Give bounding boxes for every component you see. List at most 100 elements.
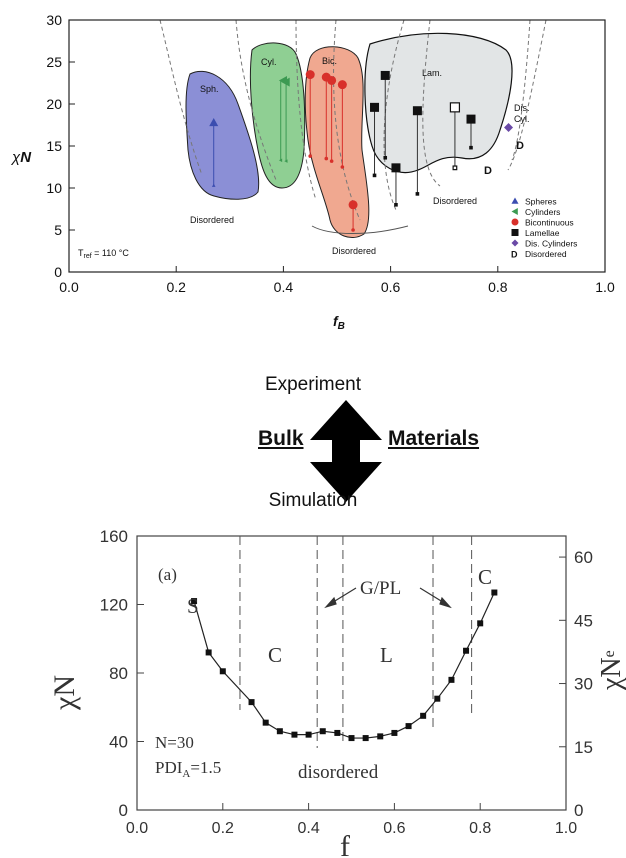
- x-tick-label: 0.4: [297, 820, 319, 837]
- y-tick-label: 80: [109, 664, 128, 683]
- y-tick-label: 15: [46, 138, 62, 154]
- x-tick-label: 0.6: [383, 820, 405, 837]
- materials-label: Materials: [388, 427, 480, 450]
- phase-boundaries: [239, 536, 473, 748]
- legend-label: Dis. Cylinders: [525, 239, 577, 249]
- y-tick-label: 10: [46, 180, 62, 196]
- y-tick-label: 20: [46, 96, 62, 112]
- data-point: [370, 102, 380, 112]
- legend-label: Bicontinuous: [525, 218, 574, 228]
- data-point: [327, 75, 337, 85]
- data-point: [219, 668, 226, 675]
- region-c2: C: [478, 565, 492, 589]
- simulation-label: Simulation: [268, 490, 358, 511]
- y-tick-label: 0: [54, 264, 62, 280]
- middle-section: Experiment Bulk Materials Simulation: [0, 340, 626, 511]
- legend-label: Lamellae: [525, 228, 560, 238]
- experiment-label: Experiment: [264, 374, 362, 395]
- data-point: [305, 731, 312, 738]
- range-end-marker: [340, 165, 345, 169]
- range-end-marker: [415, 192, 420, 196]
- data-point: [405, 723, 412, 730]
- label-dis: Dis.: [514, 103, 530, 113]
- data-point: [248, 699, 255, 706]
- x-tick-label: 0.8: [488, 279, 508, 295]
- double-arrow-icon: [310, 400, 382, 502]
- x-tick-label: 0.8: [469, 820, 491, 837]
- label-dis-cyl: Cyl.: [514, 114, 530, 124]
- range-end-marker: [308, 154, 313, 158]
- data-point: [362, 735, 369, 742]
- region-c1: C: [268, 643, 282, 667]
- range-end-marker: [452, 165, 458, 171]
- data-point: [305, 70, 315, 80]
- bulk-label: Bulk: [258, 427, 304, 450]
- range-end-marker: [211, 183, 216, 187]
- d-mark-2: D: [516, 140, 524, 152]
- legend: SpheresCylindersBicontinuousLamellaeDis.…: [511, 197, 577, 260]
- legend-label: Disordered: [525, 249, 567, 259]
- n-value: N=30: [155, 733, 194, 752]
- x-tick-label: 0.0: [59, 279, 79, 295]
- right-y-tick-label: 15: [574, 738, 593, 757]
- x-tick-label: 0.2: [212, 820, 234, 837]
- top-data-marks: [209, 70, 514, 232]
- data-point: [391, 729, 398, 736]
- spinodal-arc: [311, 225, 409, 234]
- phase-labels: Sph. Cyl. Bic. Lam. Dis. Cyl. Disordered…: [190, 56, 530, 256]
- x-tick-label: 1.0: [595, 279, 615, 295]
- data-point: [391, 163, 401, 173]
- label-disordered-2: Disordered: [332, 246, 376, 256]
- data-point: [377, 733, 384, 740]
- y-tick-label: 160: [100, 527, 128, 546]
- lam-region: [364, 32, 513, 174]
- data-point: [477, 620, 484, 627]
- range-end-marker: [329, 159, 334, 163]
- right-y-tick-label: 30: [574, 675, 593, 694]
- label-disordered-3: Disordered: [433, 196, 477, 206]
- y-tick-label: 30: [46, 12, 62, 28]
- data-point: [449, 102, 461, 113]
- top-phase-diagram: 0.0 0.2 0.4 0.6 0.8 1.0 0 5 10 15 20 25 30 χN fB Sph…: [10, 12, 615, 332]
- pdi-value: PDIA=1.5: [155, 758, 221, 780]
- panel-label: (a): [158, 565, 177, 584]
- data-point: [412, 106, 422, 116]
- y-tick-label: 5: [54, 222, 62, 238]
- data-point: [191, 598, 198, 605]
- right-y-tick-label: 45: [574, 611, 593, 630]
- data-point: [463, 647, 470, 654]
- label-sph: Sph.: [200, 84, 219, 94]
- label-lam: Lam.: [422, 68, 442, 78]
- legend-marker: [511, 197, 519, 204]
- bottom-data-marks: [191, 589, 498, 742]
- data-point: [504, 123, 514, 133]
- right-axis-label: χNe: [596, 650, 626, 691]
- data-point: [276, 728, 283, 735]
- data-point: [262, 719, 269, 726]
- region-l: L: [380, 643, 393, 667]
- data-point: [448, 676, 455, 683]
- top-axis-ticks: 0.0 0.2 0.4 0.6 0.8 1.0 0 5 10 15 20 25 30: [46, 12, 615, 295]
- legend-marker: [511, 239, 519, 247]
- label-disordered-1: Disordered: [190, 215, 234, 225]
- data-point: [334, 729, 341, 736]
- label-cyl: Cyl.: [261, 57, 277, 67]
- x-tick-label: 1.0: [555, 820, 577, 837]
- region-s: S: [187, 594, 199, 618]
- bottom-text: (a) S C G/PL L C disordered N=30 PDIA=1.…: [48, 565, 626, 858]
- gpl-arrows: [324, 587, 452, 609]
- sph-region: [185, 70, 260, 200]
- range-end-marker: [284, 159, 288, 163]
- data-point: [434, 695, 441, 702]
- data-point: [319, 728, 326, 735]
- y-tick-label: 25: [46, 54, 62, 70]
- x-tick-label: 0.6: [381, 279, 401, 295]
- data-point: [348, 200, 358, 210]
- range-end-marker: [278, 158, 283, 163]
- data-point: [348, 735, 355, 742]
- y-tick-label: 40: [109, 733, 128, 752]
- x-tick-label: 0.0: [126, 820, 148, 837]
- legend-marker: [511, 208, 518, 215]
- region-gpl: G/PL: [360, 578, 401, 599]
